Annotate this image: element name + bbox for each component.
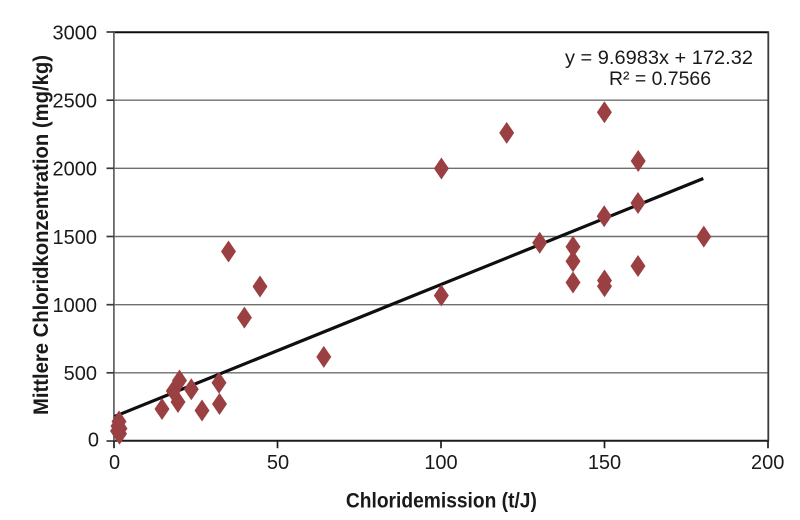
svg-text:200: 200 [751,452,784,474]
svg-text:R² = 0.7566: R² = 0.7566 [609,68,711,90]
svg-text:150: 150 [588,452,621,474]
svg-text:0: 0 [109,452,120,474]
svg-text:500: 500 [64,363,97,385]
svg-text:100: 100 [424,452,457,474]
svg-text:y = 9.6983x + 172.32: y = 9.6983x + 172.32 [565,47,753,69]
svg-text:2000: 2000 [53,159,98,181]
svg-text:Chloridemission (t/J): Chloridemission (t/J) [346,488,537,512]
svg-text:50: 50 [267,452,289,474]
svg-text:0: 0 [88,429,99,451]
svg-text:3000: 3000 [53,22,98,44]
svg-text:Mittlere Chloridkonzentration: Mittlere Chloridkonzentration (mg/kg) [29,55,53,415]
svg-text:1000: 1000 [53,295,98,317]
svg-text:2500: 2500 [53,91,98,113]
svg-text:1500: 1500 [53,227,98,249]
